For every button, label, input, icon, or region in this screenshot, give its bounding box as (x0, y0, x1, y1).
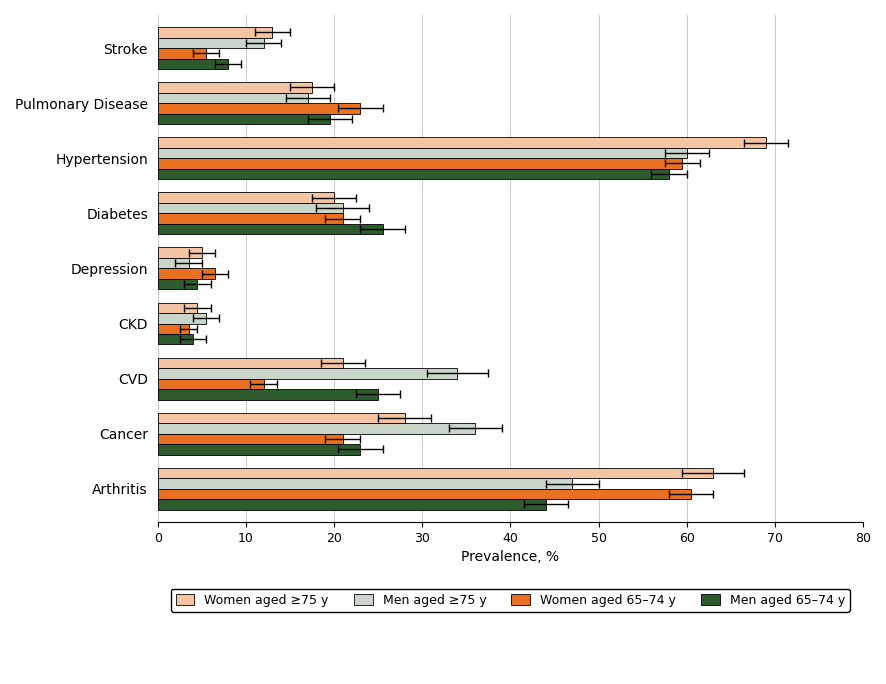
Bar (158, 213, 343, 224)
Bar (158, 248, 202, 258)
Bar (158, 203, 343, 213)
Bar (158, 379, 263, 389)
Bar (158, 258, 189, 268)
Bar (158, 59, 229, 69)
Bar (158, 137, 766, 148)
Bar (158, 423, 475, 434)
Bar (158, 368, 457, 379)
Bar (158, 192, 334, 203)
Bar (158, 444, 361, 455)
Bar (158, 334, 193, 345)
Bar (158, 499, 546, 510)
Bar (158, 358, 343, 368)
X-axis label: Prevalence, %: Prevalence, % (462, 550, 559, 564)
Bar (158, 103, 361, 114)
Bar (158, 82, 312, 92)
Bar (158, 92, 307, 103)
Bar (158, 27, 272, 38)
Bar (158, 468, 713, 478)
Bar (158, 313, 206, 324)
Bar (158, 169, 669, 179)
Bar (158, 158, 682, 169)
Bar (158, 302, 198, 313)
Bar (158, 148, 687, 158)
Bar (158, 478, 572, 489)
Bar (158, 489, 691, 499)
Bar (158, 38, 263, 48)
Bar (158, 412, 405, 423)
Bar (158, 224, 383, 234)
Bar (158, 279, 198, 289)
Bar (158, 389, 378, 399)
Bar (158, 114, 330, 124)
Bar (158, 268, 215, 279)
Legend: Women aged ≥75 y, Men aged ≥75 y, Women aged 65–74 y, Men aged 65–74 y: Women aged ≥75 y, Men aged ≥75 y, Women … (171, 589, 850, 612)
Bar (158, 48, 206, 59)
Bar (158, 324, 189, 334)
Bar (158, 434, 343, 444)
